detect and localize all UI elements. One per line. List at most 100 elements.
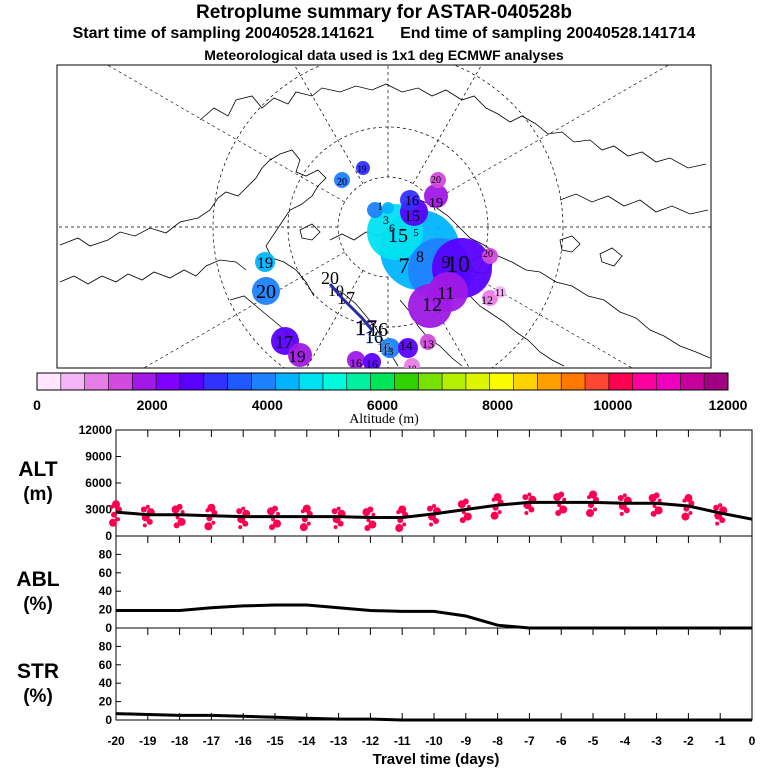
y-tick-label: 60 xyxy=(99,658,113,672)
altitude-point xyxy=(432,503,436,508)
colorbar-segment xyxy=(442,373,467,390)
x-tick-label: -2 xyxy=(683,734,694,748)
plume-blob xyxy=(382,202,394,214)
y-tick-label: 12000 xyxy=(79,423,113,437)
meridian-line xyxy=(431,251,633,368)
plume-blob xyxy=(288,343,312,367)
altitude-point xyxy=(688,511,693,516)
altitude-point xyxy=(623,507,630,514)
y-tick-label: 40 xyxy=(99,676,113,690)
altitude-point xyxy=(715,521,720,526)
y-tick-label: 40 xyxy=(99,584,113,598)
meridian-line xyxy=(294,65,364,184)
meridian-line xyxy=(306,270,364,368)
colorbar-segment xyxy=(489,373,515,390)
colorbar-tick-label: 0 xyxy=(33,397,41,413)
colorbar-segment xyxy=(370,373,395,390)
abl-series-line xyxy=(116,603,752,630)
plume-blob xyxy=(347,351,365,368)
x-tick-label: -1 xyxy=(715,734,726,748)
alt-series-line xyxy=(115,500,753,521)
altitude-point xyxy=(368,520,377,529)
altitude-point xyxy=(427,505,433,512)
plume-blob xyxy=(494,286,506,298)
plume-label: 19 xyxy=(289,347,306,366)
plume-label: 14 xyxy=(400,338,414,353)
altitude-point xyxy=(527,492,532,497)
plume-label: 17 xyxy=(275,332,293,352)
altitude-point xyxy=(142,523,147,528)
altitude-point xyxy=(337,520,344,527)
plume-blob xyxy=(367,202,383,218)
plume-label: 3 xyxy=(383,213,389,227)
time-series-panels: 030006000900012000ALT(m)020406080ABL(%)0… xyxy=(16,423,753,727)
colorbar-segment xyxy=(108,373,133,390)
colorbar-segment xyxy=(704,373,729,390)
colorbar-segment xyxy=(585,373,610,390)
altitude-point xyxy=(493,493,502,502)
plume-label: 11 xyxy=(437,283,454,303)
x-tick-label: -5 xyxy=(588,734,599,748)
altitude-point xyxy=(336,506,341,511)
y-tick-label: 20 xyxy=(99,603,113,617)
colorbar-segment xyxy=(656,373,681,390)
panel-unit-label: (m) xyxy=(23,484,53,505)
x-tick-label: -9 xyxy=(460,734,471,748)
altitude-point xyxy=(367,506,374,513)
plume-blob xyxy=(252,277,280,305)
colorbar-segment xyxy=(251,373,276,390)
x-tick-label: -19 xyxy=(139,734,157,748)
plume-blob xyxy=(398,338,418,358)
x-tick-label: -16 xyxy=(235,734,253,748)
altitude-point xyxy=(146,518,153,525)
plume-label: 19 xyxy=(358,164,368,174)
plume-blob xyxy=(430,172,446,188)
meridian-line xyxy=(412,270,470,368)
altitude-point xyxy=(273,519,281,528)
altitude-point xyxy=(140,506,147,513)
colorbar-segment xyxy=(346,373,372,390)
colorbar-segment xyxy=(394,373,419,390)
altitude-point xyxy=(433,517,439,524)
altitude-point xyxy=(272,505,278,512)
colorbar-frame xyxy=(36,372,729,391)
y-tick-label: 9000 xyxy=(85,450,112,464)
colorbar-segment xyxy=(203,373,229,390)
altitude-point xyxy=(589,490,597,499)
altitude-point xyxy=(555,510,562,517)
plume-label: 16 xyxy=(365,327,383,347)
colorbar-segment xyxy=(513,373,538,390)
plume-blob xyxy=(334,172,350,188)
end-time-label: End time of sampling 20040528.141714 xyxy=(400,25,696,42)
altitude-point xyxy=(429,522,433,527)
plume-label: 13 xyxy=(383,346,395,358)
meridian-line xyxy=(431,65,670,203)
altitude-point xyxy=(462,498,469,505)
sampling-times: Start time of sampling 20040528.141621 En… xyxy=(0,25,768,43)
colorbar-segment xyxy=(299,373,324,390)
colorbar-segment xyxy=(680,373,705,390)
colorbar-tick-label: 12000 xyxy=(709,397,748,413)
x-tick-label: -17 xyxy=(203,734,221,748)
altitude-point xyxy=(302,504,311,513)
altitude-point xyxy=(558,491,565,498)
x-tick-label: -7 xyxy=(524,734,535,748)
plume-label: 15 xyxy=(388,225,408,247)
panel-str: 0 20 40 60 80 STR (%) xyxy=(17,627,753,727)
altitude-point xyxy=(398,505,407,514)
plume-label: 17 xyxy=(355,315,377,340)
colorbar-segment xyxy=(561,373,586,390)
colorbar-segment xyxy=(537,373,562,390)
altitude-point xyxy=(238,525,243,530)
met-data-label: Meteorological data used is 1x1 deg ECMW… xyxy=(204,47,564,63)
coastlines xyxy=(59,83,711,367)
x-axis: -20 -19 -18 -17 -16 -15 -14 -13 -12 -11 -10 -9 -8 -7-… xyxy=(107,713,756,748)
panel-frame xyxy=(115,627,753,721)
x-axis-label: Travel time (days) xyxy=(373,751,500,768)
y-tick-label: 80 xyxy=(99,547,113,561)
altitude-point xyxy=(241,506,246,511)
plume-label: 1 xyxy=(377,199,383,213)
plume-blob xyxy=(255,252,275,272)
plume-label: 16 xyxy=(366,357,378,371)
